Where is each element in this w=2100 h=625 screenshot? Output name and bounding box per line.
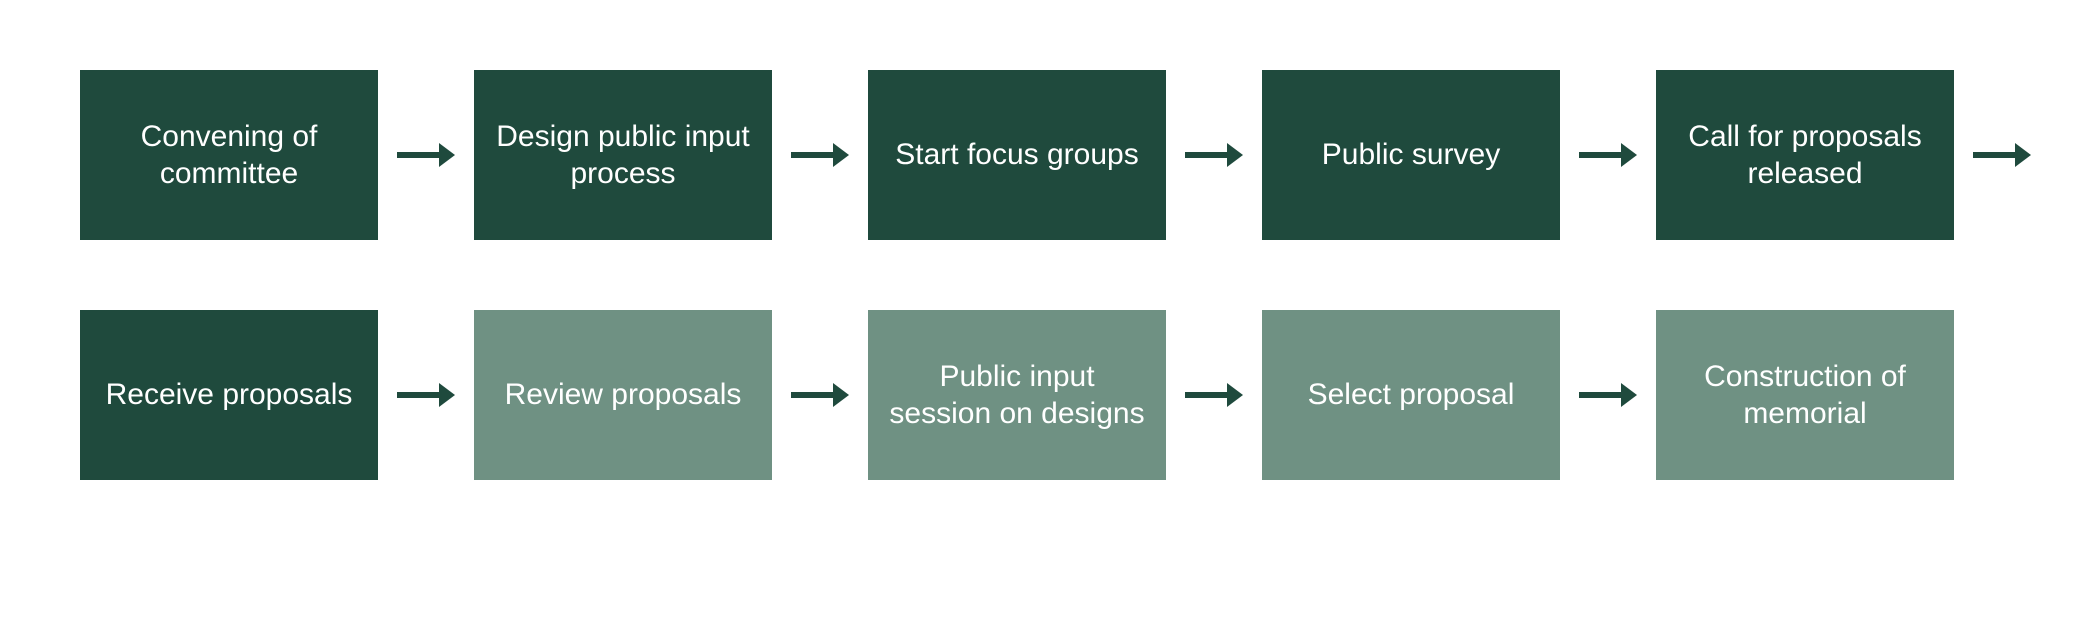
flow-node: Call for proposals released [1656,70,1954,240]
flow-node-label: Select proposal [1308,376,1515,414]
flow-node: Review proposals [474,310,772,480]
flowchart: Convening of committee Design public inpu… [80,70,2040,550]
flow-node-label: Review proposals [505,376,742,414]
arrow-icon [378,135,474,175]
arrow-icon [1560,375,1656,415]
flow-node: Construction of memorial [1656,310,1954,480]
arrow-icon [1954,135,2050,175]
flow-node-label: Convening of committee [98,118,360,193]
flow-node: Start focus groups [868,70,1166,240]
arrow-icon [1166,375,1262,415]
flow-node-label: Public input session on designs [886,358,1148,433]
arrow-icon [772,375,868,415]
flow-node: Receive proposals [80,310,378,480]
arrow-icon [378,375,474,415]
arrow-icon [772,135,868,175]
flow-node-label: Start focus groups [895,136,1138,174]
flow-node: Public input session on designs [868,310,1166,480]
flow-node-label: Public survey [1322,136,1500,174]
flow-node: Design public input process [474,70,772,240]
arrow-icon [1166,135,1262,175]
flow-row: Convening of committee Design public inpu… [80,70,2040,240]
flow-row: Receive proposals Review proposals Public … [80,310,2040,480]
flow-node-label: Design public input process [492,118,754,193]
arrow-icon [1560,135,1656,175]
flow-node: Select proposal [1262,310,1560,480]
flow-node-label: Call for proposals released [1674,118,1936,193]
flow-node: Public survey [1262,70,1560,240]
flow-node: Convening of committee [80,70,378,240]
flow-node-label: Construction of memorial [1674,358,1936,433]
flow-node-label: Receive proposals [106,376,353,414]
